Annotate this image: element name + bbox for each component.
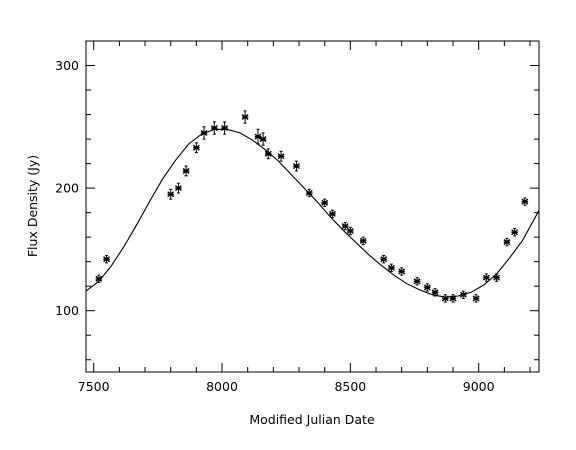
marker-dot [97,277,101,281]
data-point [174,182,182,194]
marker-dot [294,164,299,168]
data-point [346,226,354,236]
data-point [431,288,439,297]
marker-dot [212,126,216,130]
data-point [511,228,519,237]
marker-dot [194,146,198,150]
marker-dot [415,279,419,283]
data-point [277,150,285,162]
data-points [95,110,529,303]
marker-dot [495,276,499,280]
marker-dot [104,257,109,261]
data-point [210,121,218,135]
data-point [398,267,406,276]
data-point [264,148,272,160]
data-point [259,132,267,146]
data-point [192,142,200,154]
marker-dot [169,192,173,196]
x-tick-label: 9000 [463,379,495,394]
data-point [341,221,349,231]
data-point [328,209,336,219]
marker-dot [256,135,260,139]
marker-dot [202,131,206,135]
data-point [459,290,467,299]
y-tick-label: 200 [55,181,79,196]
data-point [387,263,395,272]
data-point [472,294,480,303]
marker-dot [513,230,517,234]
marker-dot [176,186,180,190]
data-point [200,126,208,140]
y-tick-label: 100 [55,303,79,318]
data-point [449,294,457,303]
data-point [413,277,421,286]
marker-dot [261,137,265,141]
marker-dot [433,290,437,294]
data-point [482,273,490,282]
marker-dot [361,239,365,243]
data-point [441,294,449,303]
marker-dot [389,266,394,270]
marker-dot [523,199,527,204]
marker-dot [505,240,509,244]
data-point [321,198,329,207]
marker-dot [323,201,327,205]
data-point [167,188,175,200]
marker-dot [330,212,334,216]
fit-curve [85,128,540,298]
data-point [305,188,313,198]
x-tick-label: 7500 [78,379,110,394]
data-point [95,274,103,284]
marker-dot [382,257,386,261]
data-point [241,110,249,124]
y-tick-label: 300 [55,58,79,73]
data-point [503,237,511,247]
marker-dot [266,152,270,156]
data-point [182,165,190,177]
marker-dot [307,191,311,195]
marker-dot [222,126,227,130]
marker-dot [461,293,465,297]
data-point [293,160,300,172]
marker-dot [443,296,447,301]
y-axis-label: Flux Density (Jy) [25,155,40,257]
marker-dot [348,229,352,233]
marker-dot [425,285,429,290]
marker-dot [279,154,283,158]
x-axis-label: Modified Julian Date [249,412,375,427]
axis-ticks [86,40,539,372]
tick-labels: 7500 8000 8500 9000 100 200 300 [55,58,494,394]
marker-dot [451,296,455,301]
marker-dot [184,169,188,173]
x-tick-label: 8500 [334,379,366,394]
marker-dot [474,296,478,301]
x-tick-label: 8000 [206,379,238,394]
data-point [493,273,501,282]
data-point [423,283,431,292]
marker-dot [400,269,404,274]
data-point [359,236,367,246]
data-point [521,197,529,206]
data-point [380,255,388,264]
plot-frame [85,40,540,373]
data-point [103,255,110,264]
marker-dot [343,224,347,228]
marker-dot [484,276,488,280]
data-point [221,121,229,135]
marker-dot [243,115,247,119]
